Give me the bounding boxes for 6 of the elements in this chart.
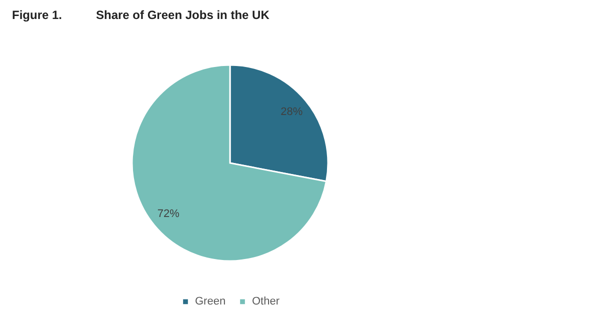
data-label: 28% bbox=[280, 106, 303, 118]
chart-subtitle: Share of Green Jobs in the UK bbox=[96, 8, 270, 22]
legend-label: Other bbox=[252, 296, 280, 308]
data-label: 72% bbox=[157, 208, 180, 220]
legend-label: Green bbox=[195, 296, 226, 308]
chart-title: Figure 1. bbox=[12, 8, 64, 22]
